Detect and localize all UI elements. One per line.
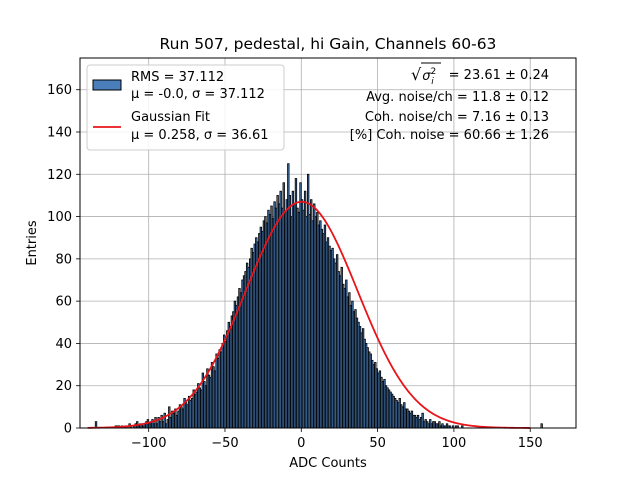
y-tick-label: 0: [64, 422, 72, 437]
x-tick-label: 150: [518, 436, 543, 451]
chart-title: Run 507, pedestal, hi Gain, Channels 60-…: [160, 35, 497, 53]
legend-fit-line1: Gaussian Fit: [131, 110, 210, 125]
legend-histogram-line2: μ = -0.0, σ = 37.112: [131, 87, 265, 102]
gaussian-fit-layer: [87, 200, 531, 429]
y-tick-label: 20: [55, 379, 72, 394]
x-axis-label: ADC Counts: [289, 456, 367, 471]
histogram-bar: [540, 423, 543, 429]
legend-box: [86, 64, 285, 151]
noise-annotations: √σ2 i = 23.61 ± 0.24 Avg. noise/ch = 11.8…: [350, 62, 549, 143]
y-tick-label: 120: [47, 168, 72, 183]
legend-histogram-line1: RMS = 37.112: [131, 70, 224, 85]
x-axis-ticks: −100 −50 0 50 100 150: [131, 428, 543, 451]
coh-noise-annotation: Coh. noise/ch = 7.16 ± 0.13: [365, 110, 549, 125]
x-tick-label: 50: [369, 436, 386, 451]
y-tick-label: 40: [55, 337, 72, 352]
x-tick-label: −50: [211, 436, 238, 451]
legend-fit-line2: μ = 0.258, σ = 36.61: [131, 128, 269, 143]
y-tick-label: 80: [55, 252, 72, 267]
sqrt-sigma-symbol: √σ2 i: [411, 65, 436, 87]
legend: RMS = 37.112 μ = -0.0, σ = 37.112 Gaussi…: [86, 64, 285, 151]
y-tick-label: 160: [47, 83, 72, 98]
y-axis-ticks: 0 20 40 60 80 100 120 140 160: [47, 83, 80, 437]
avg-noise-annotation: Avg. noise/ch = 11.8 ± 0.12: [366, 90, 549, 105]
x-tick-label: −100: [131, 436, 167, 451]
plot-frame: [79, 57, 577, 429]
x-tick-label: 100: [441, 436, 466, 451]
coh-percent-annotation: [%] Coh. noise = 60.66 ± 1.26: [350, 128, 549, 143]
x-tick-label: 0: [297, 436, 305, 451]
y-axis-label: Entries: [25, 220, 40, 266]
y-tick-label: 60: [55, 295, 72, 310]
gaussian-fit-curve: [87, 200, 531, 429]
sqrt-sigma-annotation: √σ2 i = 23.61 ± 0.24: [411, 62, 549, 87]
legend-histogram-swatch: [92, 79, 122, 91]
sqrt-sigma-value: = 23.61 ± 0.24: [449, 68, 549, 83]
y-tick-label: 140: [47, 126, 72, 141]
y-tick-label: 100: [47, 210, 72, 225]
